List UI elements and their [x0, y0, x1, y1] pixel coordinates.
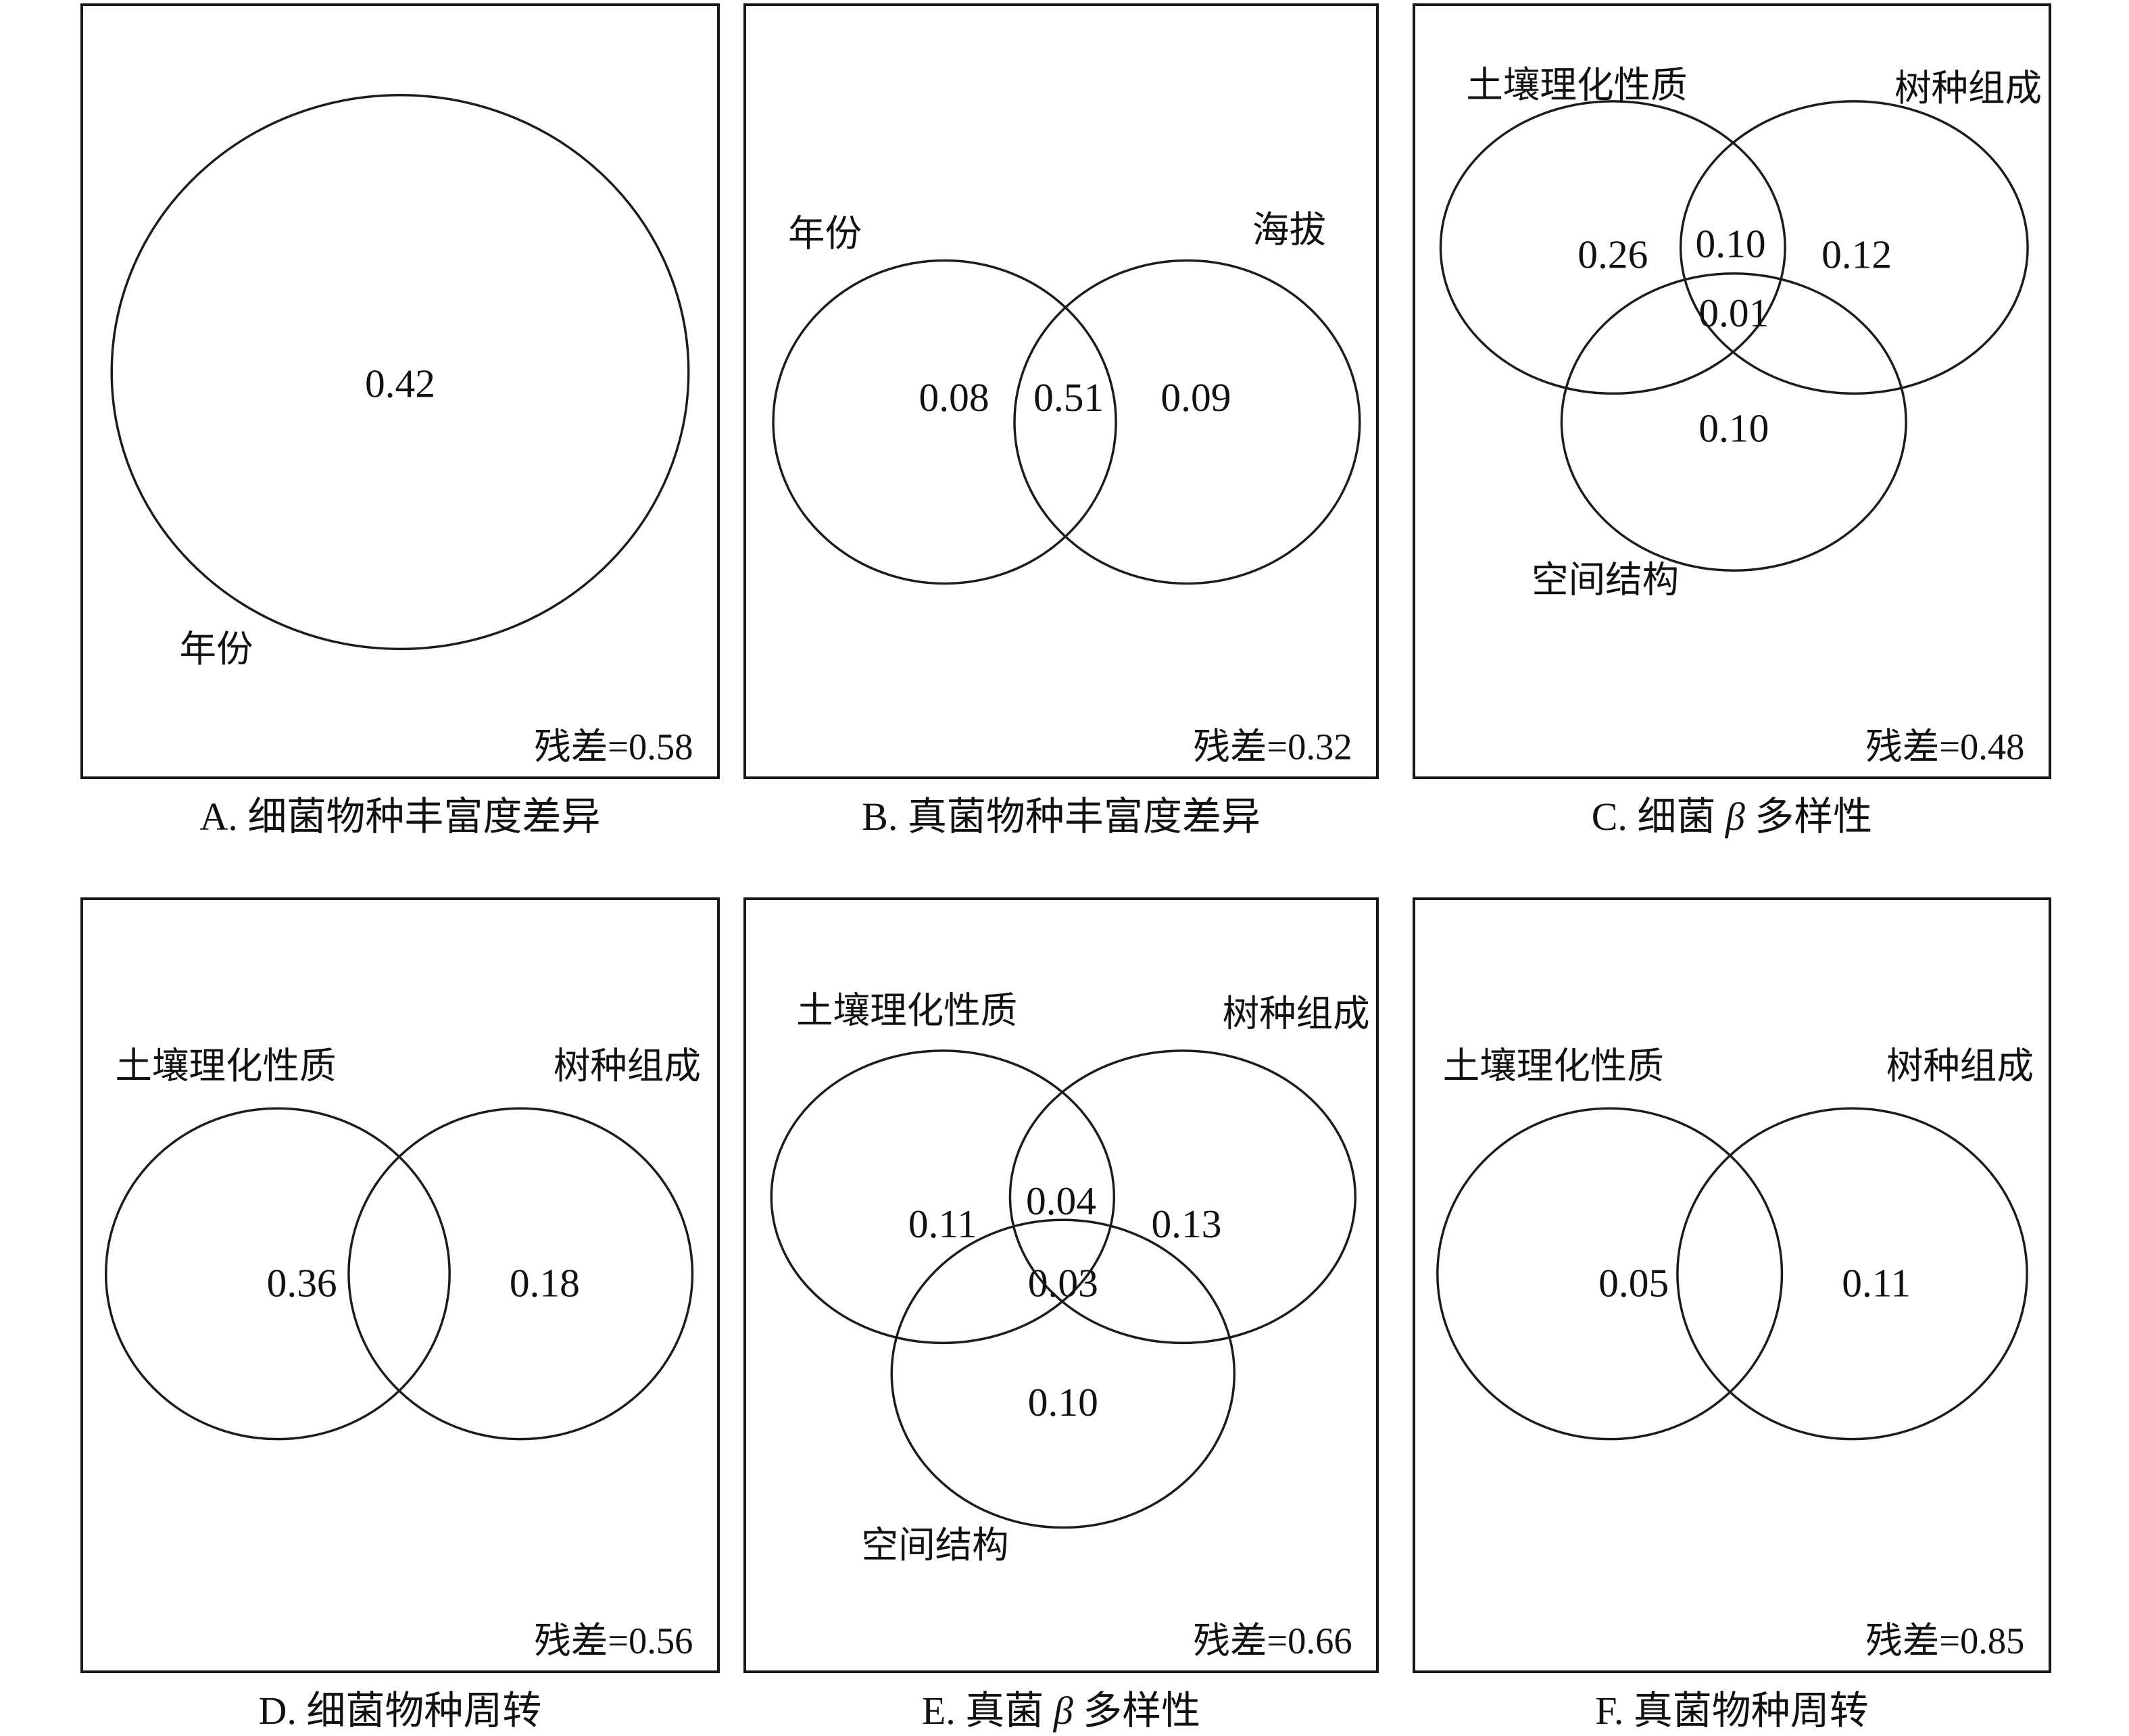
venn-value: 0.12: [1821, 232, 1892, 276]
panel-A: 年份 0.42 残差=0.58: [80, 3, 720, 779]
venn-value: 0.01: [1698, 291, 1769, 335]
residual-label: 残差=0.85: [1865, 1620, 2024, 1661]
venn-value: 0.03: [1028, 1261, 1098, 1306]
venn-value: 0.11: [908, 1201, 977, 1246]
venn-value: 0.42: [365, 362, 435, 406]
venn-value: 0.51: [1033, 375, 1104, 420]
venn-set-label: 土壤理化性质: [796, 990, 1017, 1031]
residual-label: 残差=0.48: [1865, 726, 2024, 767]
venn-value: 0.13: [1151, 1201, 1221, 1246]
residual-label: 残差=0.66: [1193, 1620, 1352, 1661]
panel-D: 土壤理化性质 树种组成 0.36 0.18 残差=0.56: [80, 897, 720, 1673]
venn-value: 0.09: [1160, 375, 1231, 420]
panel-F: 土壤理化性质 树种组成 0.05 0.11 残差=0.85: [1413, 897, 2051, 1673]
venn-value: 0.26: [1577, 232, 1648, 276]
venn-set-label: 年份: [180, 628, 253, 670]
venn-set-label: 树种组成: [1894, 68, 2042, 109]
caption-text: D. 细菌物种周转: [258, 1689, 542, 1733]
venn-value: 0.10: [1696, 221, 1766, 266]
venn-set-label: 树种组成: [1886, 1045, 2034, 1087]
residual-label: 残差=0.58: [534, 726, 693, 767]
venn-value: 0.18: [510, 1261, 580, 1306]
caption-text: A. 细菌物种丰富度差异: [199, 795, 601, 839]
panel-D-venn-canvas: 土壤理化性质 树种组成 0.36 0.18 残差=0.56: [104, 1045, 701, 1661]
caption-text: 多样性: [1073, 1689, 1201, 1733]
panel-C-circle-土壤理化性质: [1439, 100, 1786, 395]
panel-D-caption: D. 细菌物种周转: [80, 1687, 720, 1736]
panel-B-circle-年份: [772, 259, 1117, 585]
residual-label: 残差=0.56: [534, 1620, 693, 1661]
venn-value: 0.08: [919, 375, 989, 420]
panel-E-circle-空间结构: [890, 1218, 1236, 1529]
residual-label: 残差=0.32: [1193, 726, 1352, 767]
panel-E-circle-树种组成: [1008, 1049, 1356, 1345]
caption-beta-symbol: β: [1053, 1689, 1073, 1733]
caption-text: F. 真菌物种周转: [1595, 1689, 1869, 1733]
caption-beta-symbol: β: [1725, 795, 1745, 839]
venn-set-label: 树种组成: [1223, 993, 1370, 1035]
panel-F-circle-树种组成: [1676, 1107, 2028, 1441]
panel-A-caption: A. 细菌物种丰富度差异: [80, 793, 720, 842]
venn-set-label: 土壤理化性质: [1443, 1045, 1664, 1087]
panel-E-circle-土壤理化性质: [770, 1049, 1116, 1345]
panel-A-venn-canvas: 年份 0.42 残差=0.58: [110, 94, 693, 767]
panel-C: 土壤理化性质 树种组成空间结构 0.26 0.10 0.12 0.01 0.10 残差=0.4…: [1413, 3, 2051, 779]
venn-set-label: 海拔: [1252, 209, 1326, 250]
venn-set-label: 土壤理化性质: [115, 1045, 336, 1087]
panel-B-venn-canvas: 年份 海拔 0.08 0.51 0.09 残差=0.32: [772, 209, 1361, 767]
venn-value: 0.36: [267, 1261, 337, 1306]
venn-set-label: 空间结构: [1532, 559, 1679, 600]
panel-E-caption: E. 真菌 β 多样性: [743, 1687, 1379, 1736]
panel-B-caption: B. 真菌物种丰富度差异: [743, 793, 1379, 842]
panel-C-circle-树种组成: [1679, 100, 2029, 395]
panel-F-venn-canvas: 土壤理化性质 树种组成 0.05 0.11 残差=0.85: [1436, 1045, 2034, 1661]
venn-set-label: 土壤理化性质: [1466, 64, 1687, 105]
panel-C-caption: C. 细菌 β 多样性: [1413, 793, 2051, 842]
panel-D-circle-土壤理化性质: [104, 1107, 451, 1441]
venn-value: 0.10: [1028, 1380, 1098, 1424]
panel-E: 土壤理化性质 树种组成空间结构 0.11 0.04 0.13 0.03 0.10 残差=0.6…: [743, 897, 1379, 1673]
venn-value: 0.10: [1698, 406, 1769, 451]
venn-value: 0.04: [1026, 1179, 1096, 1223]
caption-text: E. 真菌: [921, 1689, 1054, 1733]
caption-text: B. 真菌物种丰富度差异: [862, 795, 1261, 839]
panel-C-circle-空间结构: [1560, 272, 1907, 572]
panel-D-circle-树种组成: [347, 1107, 694, 1441]
venn-value: 0.11: [1842, 1261, 1911, 1306]
caption-text: C. 细菌: [1591, 795, 1726, 839]
panel-F-circle-土壤理化性质: [1436, 1107, 1784, 1441]
panel-B: 年份 海拔 0.08 0.51 0.09 残差=0.32: [743, 3, 1379, 779]
caption-text: 多样性: [1744, 795, 1873, 839]
venn-set-label: 空间结构: [862, 1524, 1009, 1566]
venn-set-label: 年份: [788, 213, 862, 254]
panel-F-caption: F. 真菌物种周转: [1413, 1687, 2051, 1736]
venn-value: 0.05: [1598, 1261, 1669, 1306]
panel-A-circle-年份: [110, 94, 690, 651]
panel-B-circle-海拔: [1013, 259, 1361, 585]
venn-set-label: 树种组成: [554, 1045, 701, 1087]
